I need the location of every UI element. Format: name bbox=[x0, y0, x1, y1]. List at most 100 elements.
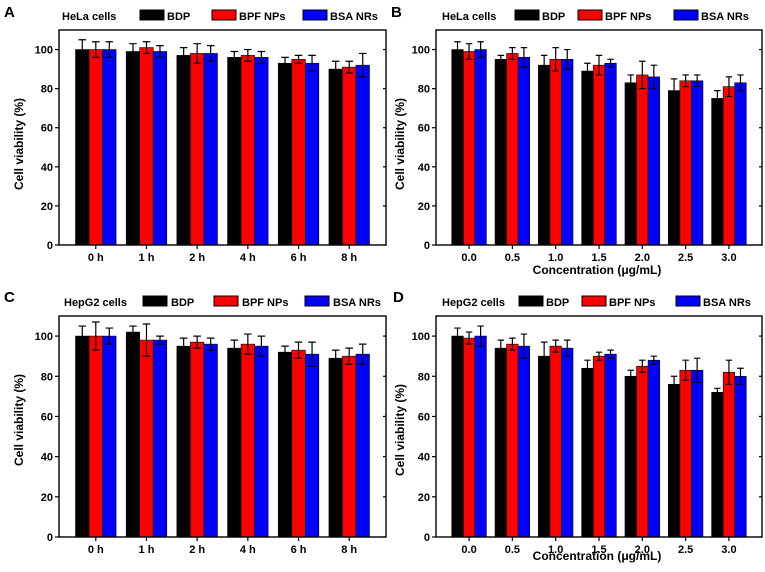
panel-b-bar-0-6 bbox=[711, 98, 724, 246]
panel-b-bar-0-0 bbox=[451, 49, 464, 246]
panel-b-bar-0-1 bbox=[494, 59, 507, 246]
panel-b-y-tick-label-4: 80 bbox=[418, 84, 430, 96]
panel-d-letter: D bbox=[393, 289, 404, 306]
panel-c-legend-swatch-bdp bbox=[142, 295, 168, 307]
panel-c-error-bar-2-3 bbox=[257, 335, 266, 357]
panel-b-bar-1-5 bbox=[679, 80, 692, 246]
panel-d-error-bar-1-1 bbox=[509, 337, 516, 351]
panel-b-legend-label-bpf: BPF NPs bbox=[605, 11, 651, 23]
panel-a-y-tick-label-4: 80 bbox=[41, 84, 53, 96]
panel-d-bar-1-6 bbox=[722, 371, 736, 538]
panel-c-error-bar-0-4 bbox=[281, 345, 289, 359]
panel-b-y-tick-label-0: 0 bbox=[424, 240, 430, 252]
panel-c-cell-label: HepG2 cells bbox=[64, 297, 127, 309]
panel-a-error-bar-2-5 bbox=[358, 52, 367, 78]
panel-b-legend-swatch-bsa bbox=[673, 9, 699, 21]
panel-c-bar-2-1 bbox=[152, 339, 168, 538]
panel-b-y-tick-label-3: 60 bbox=[418, 123, 430, 135]
panel-c-bar-1-3 bbox=[240, 343, 255, 538]
panel-d-bar-2-0 bbox=[474, 335, 487, 538]
panel-b-bar-2-6 bbox=[734, 82, 747, 246]
panel-d-bar-2-2 bbox=[561, 347, 574, 538]
panel-d-legend: BDP BPF NPs BSA NRs bbox=[518, 295, 751, 309]
panel-d-error-bar-2-3 bbox=[607, 349, 614, 359]
panel-b-error-bar-0-5 bbox=[670, 78, 678, 103]
panel-b-bar-1-2 bbox=[549, 59, 562, 246]
panel-a-bar-2-3 bbox=[254, 57, 269, 246]
panel-d-error-bar-1-5 bbox=[682, 359, 689, 381]
panel-a-error-bar-1-0 bbox=[92, 41, 100, 58]
panel-d-error-bar-2-6 bbox=[737, 367, 744, 385]
panel-d-error-bar-0-5 bbox=[670, 375, 678, 393]
panel-c-x-tick-label-5: 8 h bbox=[341, 544, 357, 556]
panel-c-bar-2-3 bbox=[254, 345, 269, 538]
panel-c-error-bar-0-2 bbox=[179, 337, 188, 355]
panel-b-bar-0-3 bbox=[581, 70, 594, 246]
panel-d-error-bar-1-4 bbox=[639, 359, 646, 373]
panel-d-plot-frame bbox=[435, 315, 763, 538]
panel-a-bar-1-1 bbox=[139, 47, 154, 246]
panel-a-plot-frame bbox=[58, 29, 387, 246]
panel-b-letter: B bbox=[391, 4, 402, 21]
panel-b-error-bar-0-6 bbox=[714, 89, 721, 107]
panel-a-y-axis-title: Cell viability (%) bbox=[12, 98, 26, 190]
panel-d-x-tick-label-2: 1.0 bbox=[548, 544, 563, 556]
panel-b-x-tick-label-6: 3.0 bbox=[721, 252, 736, 264]
panel-a-bar-1-2 bbox=[190, 53, 205, 246]
panel-b-error-bar-1-6 bbox=[725, 76, 733, 98]
panel-b-bar-2-4 bbox=[647, 76, 660, 246]
panel-a-legend-swatch-bsa bbox=[302, 9, 328, 21]
panel-d-error-bar-0-2 bbox=[540, 341, 548, 371]
panel-a-x-tick-label-5: 8 h bbox=[341, 252, 357, 264]
panel-a-y-tick-label-1: 20 bbox=[41, 201, 53, 213]
panel-b-cell-label: HeLa cells bbox=[442, 11, 496, 23]
panel-b-error-bar-2-5 bbox=[693, 74, 701, 88]
panel-d-x-tick-label-0: 0.0 bbox=[461, 544, 476, 556]
panel-a-x-tick-label-0: 0 h bbox=[88, 252, 104, 264]
panel-d-error-bar-1-3 bbox=[595, 351, 603, 361]
panel-a-bar-2-2 bbox=[203, 53, 218, 246]
panel-c-error-bar-2-0 bbox=[105, 327, 114, 345]
panel-a-y-tick-label-3: 60 bbox=[41, 123, 53, 135]
panel-a-legend-label-bdp: BDP bbox=[167, 11, 190, 23]
panel-a-bar-1-0 bbox=[88, 49, 103, 246]
panel-d-y-tick-label-5: 100 bbox=[412, 331, 430, 343]
panel-c-plot-frame bbox=[58, 315, 387, 538]
panel-a-error-bar-2-2 bbox=[206, 45, 215, 62]
panel-a-cell-label: HeLa cells bbox=[62, 11, 116, 23]
panel-b-x-tick-label-1: 0.5 bbox=[505, 252, 520, 264]
panel-c-y-tick-label-5: 100 bbox=[35, 331, 53, 343]
panel-d-error-bar-2-2 bbox=[564, 339, 571, 357]
panel-b-plot-frame bbox=[435, 29, 763, 246]
panel-a-legend-swatch-bpf bbox=[211, 9, 237, 21]
panel-d-error-bar-1-6 bbox=[725, 359, 733, 385]
panel-d-error-bar-0-3 bbox=[584, 359, 591, 377]
panel-c-bar-0-5 bbox=[328, 357, 343, 538]
panel-a-bar-0-3 bbox=[227, 57, 242, 246]
panel-d-legend-swatch-bdp bbox=[518, 295, 544, 307]
panel-a-x-tick-label-4: 6 h bbox=[291, 252, 307, 264]
panel-b-bar-2-2 bbox=[561, 59, 574, 246]
panel-a-error-bar-0-5 bbox=[331, 60, 340, 78]
panel-d-y-axis-title: Cell viability (%) bbox=[393, 384, 407, 476]
panel-b-x-tick-label-2: 1.0 bbox=[548, 252, 563, 264]
panel-b-error-bar-0-0 bbox=[454, 41, 461, 58]
panel-a-error-bar-1-1 bbox=[142, 41, 151, 55]
panel-b-error-bar-2-4 bbox=[650, 64, 658, 90]
panel-c-letter: C bbox=[4, 289, 15, 306]
panel-d-bar-2-3 bbox=[604, 353, 617, 538]
panel-d-legend-swatch-bsa bbox=[675, 295, 701, 307]
panel-b-bar-0-5 bbox=[667, 90, 681, 246]
panel-d-bar-0-3 bbox=[581, 367, 594, 538]
panel-b-bar-1-1 bbox=[506, 53, 519, 246]
panel-b-bar-0-2 bbox=[538, 64, 551, 246]
panel-c-y-tick-label-0: 0 bbox=[47, 532, 53, 544]
panel-d-bar-0-1 bbox=[494, 347, 507, 538]
panel-a-x-tick-label-3: 4 h bbox=[240, 252, 256, 264]
panel-b-legend-swatch-bpf bbox=[577, 9, 603, 21]
panel-b-bar-1-4 bbox=[636, 74, 649, 246]
panel-b-x-tick-label-0: 0.0 bbox=[461, 252, 476, 264]
panel-a-legend-label-bsa: BSA NRs bbox=[330, 11, 378, 23]
panel-a-bar-0-0 bbox=[75, 49, 90, 246]
panel-a-error-bar-1-2 bbox=[193, 43, 201, 64]
